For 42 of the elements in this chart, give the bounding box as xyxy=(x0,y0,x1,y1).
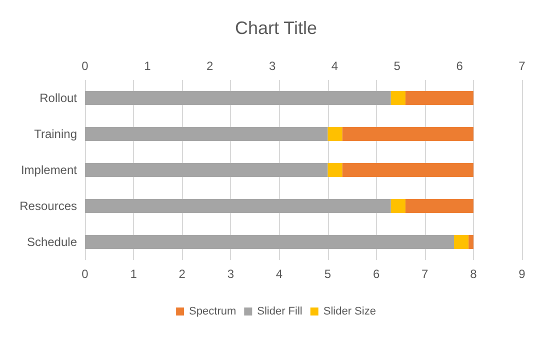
x-tick-label: 1 xyxy=(130,267,138,281)
x-tick-label: 0 xyxy=(82,267,89,281)
bar xyxy=(85,199,391,213)
x2-tick-label: 7 xyxy=(518,59,526,73)
bar xyxy=(468,235,474,249)
x-tick-label: 6 xyxy=(372,267,380,281)
bar xyxy=(85,127,328,141)
bar xyxy=(454,235,469,249)
bar xyxy=(342,127,474,141)
bar xyxy=(85,163,328,177)
y-tick-label: Resources xyxy=(20,199,77,213)
x2-tick-label: 5 xyxy=(394,59,401,73)
bar xyxy=(342,163,474,177)
x2-tick-label: 2 xyxy=(206,59,214,73)
legend-label: Slider Fill xyxy=(257,306,302,318)
bar xyxy=(85,91,391,105)
y-tick-label: Rollout xyxy=(40,91,78,105)
y-tick-label: Implement xyxy=(20,163,78,177)
y-tick-label: Schedule xyxy=(26,235,78,249)
x-tick-label: 2 xyxy=(178,267,186,281)
bar xyxy=(405,199,474,213)
x2-tick-label: 6 xyxy=(456,59,464,73)
y-tick-label: Training xyxy=(34,127,77,141)
x-tick-label: 4 xyxy=(276,267,283,281)
x2-tick-label: 4 xyxy=(331,59,338,73)
bar xyxy=(85,235,454,249)
bar xyxy=(390,199,406,213)
legend-label: Slider Size xyxy=(323,306,376,318)
x-tick-label: 3 xyxy=(227,267,234,281)
bar xyxy=(328,163,342,177)
chart-title: Chart Title xyxy=(234,18,318,38)
x-tick-label: 9 xyxy=(518,267,526,281)
x-tick-label: 8 xyxy=(470,267,478,281)
x-tick-label: 5 xyxy=(324,267,332,281)
x2-tick-label: 1 xyxy=(144,59,152,73)
bar xyxy=(390,91,406,105)
x-tick-label: 7 xyxy=(422,267,429,281)
bar xyxy=(328,127,342,141)
bar xyxy=(405,91,474,105)
x2-tick-label: 0 xyxy=(82,59,89,73)
x2-tick-label: 3 xyxy=(268,59,276,73)
legend-label: Spectrum xyxy=(189,306,236,318)
